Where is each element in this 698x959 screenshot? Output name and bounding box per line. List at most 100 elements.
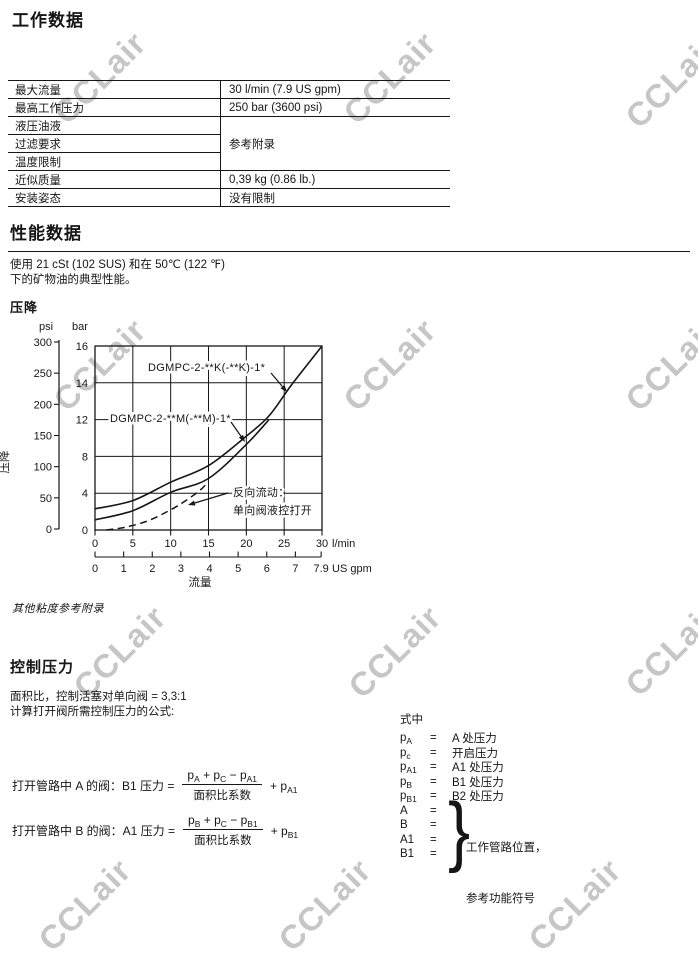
fraction-denominator: 面积比系数 [194, 835, 252, 847]
chart-tick-label: 0 [92, 563, 98, 575]
legend-subscript: B [406, 779, 413, 790]
section-divider [8, 251, 690, 252]
legend-symbol: pA [400, 732, 413, 747]
legend-equals: = [430, 833, 437, 846]
legend-row: A1 = [400, 833, 690, 848]
table-cell-label: 近似质量 [8, 170, 221, 189]
chart-tick-label: 4 [206, 563, 212, 575]
table-cell-label: 液压油液 [8, 116, 221, 135]
legend-description: 开启压力 [452, 747, 498, 760]
legend-description: A 处压力 [452, 733, 497, 746]
formula-token: pB [188, 813, 201, 829]
annotation-arrow [194, 492, 229, 504]
legend-equals: = [430, 761, 437, 774]
table-row: 最高工作压力 250 bar (3600 psi) [8, 98, 450, 117]
table-cell-label: 过滤要求 [8, 134, 221, 153]
chart-tick-label: 25 [278, 538, 290, 550]
section-title-working-data: 工作数据 [12, 11, 84, 30]
formula-subscript: B [194, 819, 201, 829]
formula-subscript: A [194, 774, 200, 784]
area-ratio-line: 面积比，控制活塞对单向阀 = 3,3:1 [10, 691, 187, 703]
formula-row: 打开管路中 B 的阀：A1 压力 = pB + pC − pB1 面积比系数 + pB… [12, 813, 298, 848]
arrowhead [238, 434, 245, 442]
legend-equals: = [430, 804, 437, 817]
table-cell-value: 30 l/min (7.9 US gpm) [220, 80, 450, 99]
formula-label: 打开管路中 A 的阀：B1 压力 = [12, 779, 175, 793]
formula-token: pA1 [239, 768, 258, 784]
y-axis-title: 压降 [0, 450, 11, 473]
series-label: 反向流动：单向阀液控打开 [233, 485, 312, 517]
x-axis-title: 流量 [189, 575, 212, 589]
legend-symbol: A1 [400, 833, 415, 846]
formula-subscript: A1 [287, 784, 298, 795]
table-cell-label: 最高工作压力 [8, 98, 221, 117]
legend-rows: pA = A 处压力 pc = 开启压力 pA1 = A1 处压力 pB = B1 处压力 pB1 = B2… [400, 731, 690, 862]
legend-equals: = [430, 775, 437, 788]
legend-symbol: pc [400, 746, 411, 761]
series-label: DGMPC-2-**K(-**K)-1* [148, 362, 266, 374]
formula-token: pC [213, 768, 227, 784]
chart-tick-label: 12 [76, 415, 88, 427]
chart-tick-label: 7.9 [313, 563, 328, 575]
series-curve [106, 480, 210, 531]
legend-subscript: B1 [406, 794, 417, 805]
legend-brace: } [447, 786, 471, 874]
formula-intro-line: 计算打开阀所需控制压力的公式: [10, 706, 175, 718]
legend-row: B1 = [400, 847, 690, 862]
table-cell-value: 参考附录 [220, 116, 450, 171]
chart-tick-label: bar [72, 321, 88, 333]
watermark: CCLair [271, 851, 379, 959]
brace-line-1: 工作管路位置， [466, 842, 547, 854]
fraction-denominator: 面积比系数 [193, 790, 251, 802]
chart-tick-label: 50 [40, 493, 52, 505]
formula-token: + [200, 813, 215, 827]
chart-tick-label: 250 [34, 368, 52, 380]
formula-fraction: pA + pC − pA1 面积比系数 [182, 768, 263, 803]
chart-tick-label: 0 [92, 538, 98, 550]
legend-description: B2 处压力 [452, 791, 504, 804]
chart-tick-label: l/min [332, 538, 355, 550]
chart-tick-label: 150 [34, 431, 52, 443]
chart-tick-label: 20 [240, 538, 252, 550]
formula-fraction: pB + pC − pB1 面积比系数 [183, 813, 263, 848]
formula-token: pB1 [240, 813, 258, 829]
table-row: 液压油液 参考附录 [8, 116, 450, 171]
table-cell-label: 安装姿态 [8, 188, 221, 207]
table-row: 最大流量 30 l/min (7.9 US gpm) [8, 80, 450, 99]
chart-tick-label: 30 [316, 538, 328, 550]
table-cell-label: 最大流量 [8, 80, 221, 99]
symbol-legend: 式中 pA = A 处压力 pc = 开启压力 pA1 = A1 处压力 pB = B1 处压力 pB1… [400, 711, 690, 905]
legend-row: pc = 开启压力 [400, 746, 690, 761]
fraction-numerator: pB + pC − pB1 [183, 813, 263, 830]
chart-tick-label: 5 [130, 538, 136, 550]
legend-equals: = [430, 819, 437, 832]
performance-intro-line2: 下的矿物油的典型性能。 [10, 274, 137, 286]
annotation-arrow [230, 421, 242, 437]
legend-subscript: A1 [406, 765, 417, 776]
legend-row: pB1 = B2 处压力 [400, 789, 690, 804]
chart-tick-label: 0 [82, 525, 88, 537]
chart-tick-label: 200 [34, 399, 52, 411]
chart-tick-label: 0 [46, 524, 52, 536]
formula-token: pB1 [281, 823, 299, 840]
chart-tick-label: 15 [202, 538, 214, 550]
chart-tick-label: 6 [264, 563, 270, 575]
arrowhead [280, 384, 287, 392]
legend-row: pA = A 处压力 [400, 731, 690, 746]
chart-tick-label: 5 [235, 563, 241, 575]
formula-token: pA [187, 768, 200, 784]
formula-subscript: A1 [246, 774, 258, 784]
chart-tick-label: 300 [34, 337, 52, 349]
chart-tick-label: 4 [82, 488, 88, 500]
table-row: 温度限制 [8, 152, 450, 171]
formula-row: 打开管路中 A 的阀：B1 压力 = pA + pC − pA1 面积比系数 + pA… [12, 768, 297, 803]
legend-symbol: B [400, 819, 408, 832]
formula-label: 打开管路中 B 的阀：A1 压力 = [12, 824, 176, 838]
annotation-arrow [270, 372, 283, 388]
viscosity-note: 其他粘度参考附录 [12, 603, 104, 615]
performance-intro-line1: 使用 21 cSt (102 SUS) 和在 50℃ (122 ℉) [10, 259, 225, 271]
legend-title: 式中 [400, 714, 423, 726]
table-row: 过滤要求 [8, 134, 450, 153]
legend-subscript: c [406, 750, 411, 761]
